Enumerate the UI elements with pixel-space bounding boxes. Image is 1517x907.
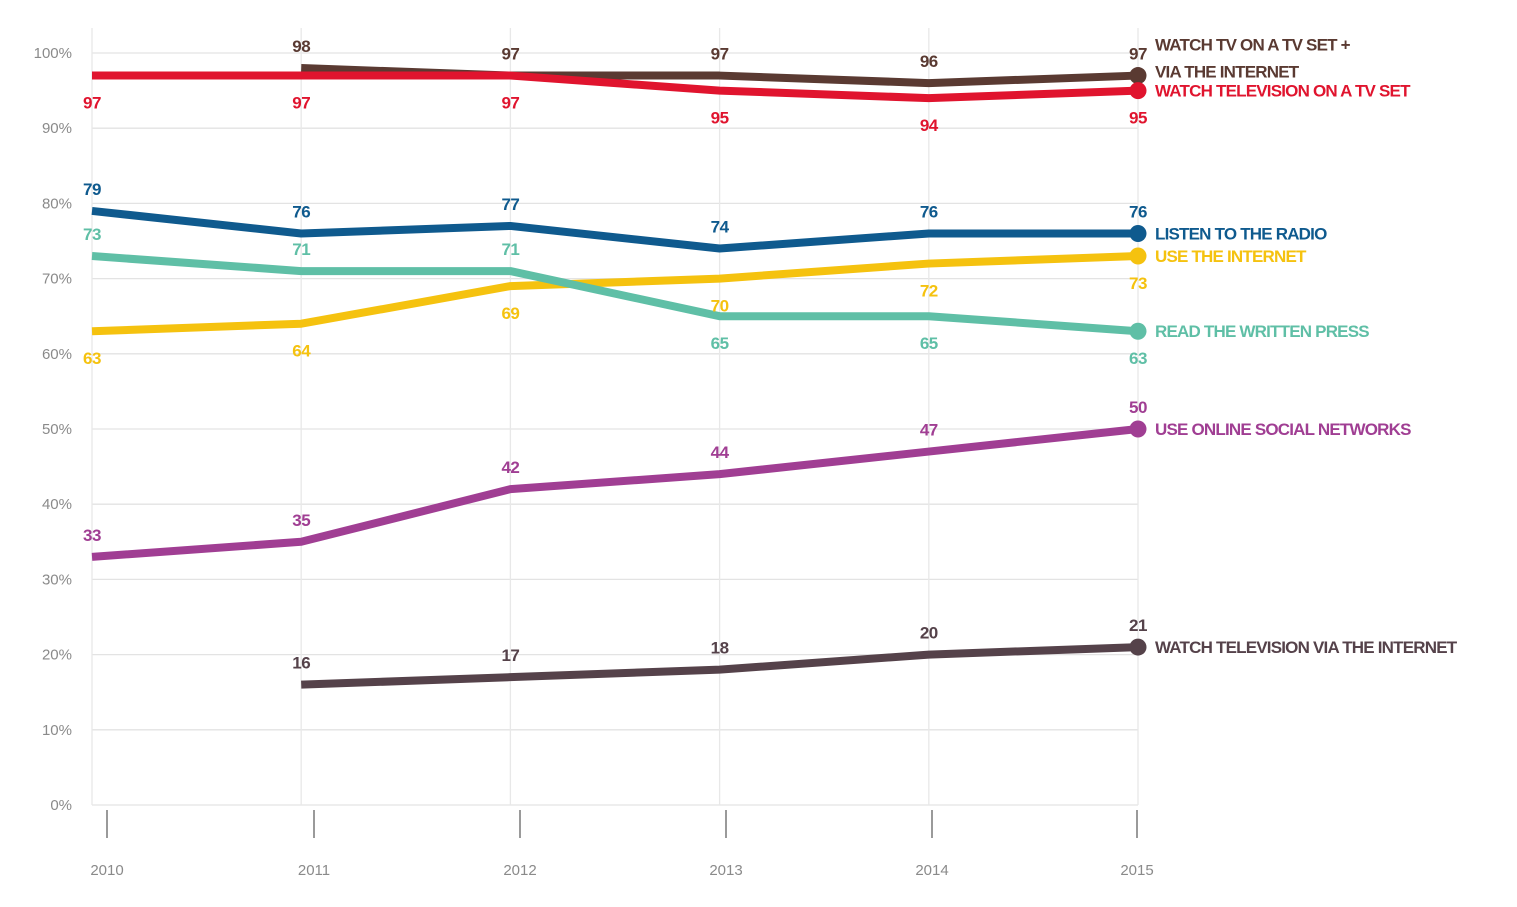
data-label-tv-set: 97	[83, 94, 101, 113]
data-label-tv-internet: 20	[920, 624, 938, 643]
y-tick-label: 50%	[42, 421, 72, 438]
end-point-internet	[1129, 247, 1147, 265]
data-label-tv-set: 95	[1129, 109, 1147, 128]
data-label-tv-internet: 17	[501, 646, 519, 665]
end-point-press	[1129, 322, 1147, 340]
data-label-radio: 76	[292, 202, 310, 221]
data-label-social: 42	[501, 458, 519, 477]
series-labels: WATCH TV ON A TV SET +VIA THE INTERNETWA…	[1155, 36, 1459, 658]
data-label-internet: 63	[83, 349, 101, 368]
data-label-tv-set: 97	[501, 94, 519, 113]
end-point-social	[1129, 420, 1147, 438]
series-line-social	[91, 425, 1139, 561]
data-label-internet: 70	[711, 297, 729, 316]
end-point-tv-set	[1129, 82, 1147, 100]
y-tick-label: 40%	[42, 496, 72, 513]
y-tick-label: 100%	[34, 45, 72, 62]
series-label-tv-set: WATCH TELEVISION ON A TV SET	[1155, 82, 1411, 101]
data-label-radio: 79	[83, 180, 101, 199]
x-tick-label: 2015	[1120, 862, 1153, 879]
data-label-press: 71	[501, 240, 519, 259]
series-label-tv-plus-internet: VIA THE INTERNET	[1155, 63, 1300, 82]
data-label-press: 63	[1129, 349, 1147, 368]
end-point-tv-plus-internet	[1129, 67, 1147, 85]
series-label-internet: USE THE INTERNET	[1155, 247, 1307, 266]
x-tick-label: 2012	[503, 862, 536, 879]
data-label-internet: 69	[501, 304, 519, 323]
data-label-tv-plus-internet: 96	[920, 52, 938, 71]
y-tick-label: 30%	[42, 571, 72, 588]
data-label-social: 50	[1129, 398, 1147, 417]
data-label-social: 35	[292, 511, 310, 530]
data-label-tv-set: 97	[292, 94, 310, 113]
end-point-tv-internet	[1129, 638, 1147, 656]
x-tick-label: 2014	[915, 862, 948, 879]
series-line-internet	[91, 252, 1139, 336]
data-label-internet: 72	[920, 282, 938, 301]
y-tick-label: 80%	[42, 195, 72, 212]
data-label-press: 71	[292, 240, 310, 259]
data-label-tv-internet: 16	[292, 654, 310, 673]
data-label-tv-plus-internet: 97	[711, 45, 729, 64]
y-tick-label: 0%	[50, 797, 72, 814]
y-tick-label: 90%	[42, 120, 72, 137]
series-line-tv-internet	[301, 643, 1139, 689]
y-tick-label: 60%	[42, 346, 72, 363]
data-label-tv-plus-internet: 97	[1129, 45, 1147, 64]
data-label-radio: 77	[501, 195, 519, 214]
y-tick-label: 70%	[42, 271, 72, 288]
data-label-tv-set: 94	[920, 116, 939, 135]
series-label-press: READ THE WRITTEN PRESS	[1155, 322, 1369, 341]
data-label-tv-internet: 21	[1129, 616, 1147, 635]
y-axis-ticks: 0% 10% 20% 30% 40% 50% 60% 70% 80% 90% 100%	[34, 45, 72, 814]
end-point-radio	[1129, 224, 1147, 242]
x-tick-label: 2011	[298, 862, 330, 879]
series-line-radio	[91, 206, 1138, 253]
data-label-internet: 73	[1129, 274, 1147, 293]
data-label-radio: 76	[1129, 202, 1147, 221]
data-label-tv-set: 95	[711, 109, 729, 128]
x-tick-label: 2010	[90, 862, 123, 879]
series-lines	[91, 64, 1139, 689]
series-label-social: USE ONLINE SOCIAL NETWORKS	[1155, 420, 1411, 439]
data-label-press: 73	[83, 225, 101, 244]
data-label-tv-internet: 18	[711, 639, 729, 658]
y-tick-label: 10%	[42, 722, 72, 739]
x-axis: 2010 2011 2012 2013 2014 2015	[90, 810, 1154, 879]
data-label-tv-plus-internet: 97	[501, 45, 519, 64]
series-label-tv-plus-internet: WATCH TV ON A TV SET +	[1155, 36, 1351, 55]
data-label-press: 65	[711, 334, 729, 353]
series-end-points	[1129, 67, 1147, 656]
data-label-social: 44	[711, 443, 730, 462]
data-label-social: 47	[920, 421, 938, 440]
data-label-press: 65	[920, 334, 938, 353]
data-label-internet: 64	[292, 342, 311, 361]
x-tick-label: 2013	[709, 862, 742, 879]
data-labels: 98 97 97 96 97 97 97 97 95 94 95 79 76 77 74 76 76 63 64 69…	[83, 37, 1147, 673]
series-line-tv-set	[92, 71, 1139, 103]
data-label-radio: 74	[711, 218, 730, 237]
series-line-press	[91, 252, 1139, 336]
series-label-tv-internet: WATCH TELEVISION VIA THE INTERNET	[1155, 638, 1458, 657]
y-tick-label: 20%	[42, 647, 72, 664]
series-label-radio: LISTEN TO THE RADIO	[1155, 224, 1327, 243]
data-label-social: 33	[83, 526, 101, 545]
data-label-tv-plus-internet: 98	[292, 37, 310, 56]
data-label-radio: 76	[920, 202, 938, 221]
grid	[91, 28, 1139, 806]
